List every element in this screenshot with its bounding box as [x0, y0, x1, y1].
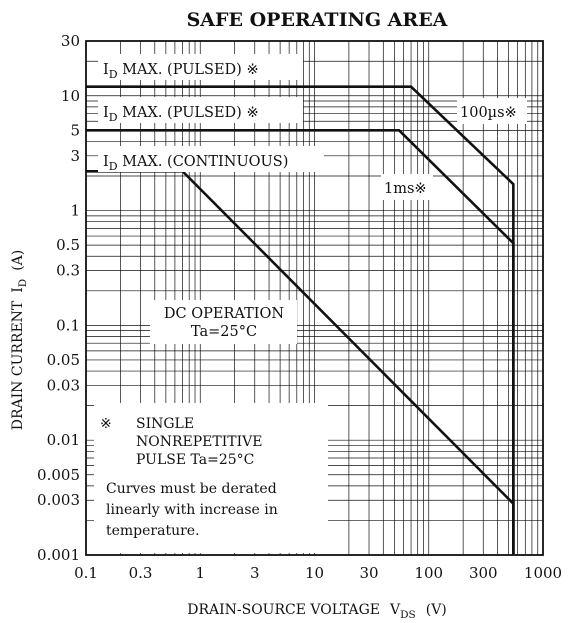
y-tick-label: 0.5 — [56, 236, 80, 254]
plot-frame — [85, 40, 544, 556]
x-tick-label: 3 — [250, 564, 260, 582]
note-single: SINGLE — [136, 416, 194, 432]
note-derate-1: Curves must be derated — [106, 481, 277, 497]
label-dc-temperature: Ta=25°C — [191, 324, 257, 340]
label-bg-pulsed-top — [98, 54, 303, 80]
label-dc-operation: DC OPERATION — [164, 306, 284, 322]
x-tick-label: 1 — [195, 564, 205, 582]
y-tick-label: 1 — [70, 202, 80, 220]
y-tick-label: 0.1 — [56, 316, 80, 334]
y-tick-label: 0.005 — [37, 466, 80, 484]
x-tick-label: 0.3 — [129, 564, 153, 582]
x-tick-label: 30 — [359, 564, 378, 582]
note-pulse: PULSE Ta=25°C — [136, 452, 254, 468]
y-tick-label: 0.01 — [47, 431, 80, 449]
label-id-max-continuous: ID MAX. (CONTINUOUS) — [103, 154, 288, 173]
note-bg — [94, 403, 328, 553]
chart-title: SAFE OPERATING AREA — [187, 9, 448, 31]
label-id-max-pulsed-mid: ID MAX. (PULSED) ※ — [103, 105, 259, 124]
note-nonrepetitive: NONREPETITIVE — [136, 434, 262, 450]
label-id-max-pulsed-top: ID MAX. (PULSED) ※ — [103, 62, 259, 81]
y-tick-label: 0.03 — [47, 376, 80, 394]
y-tick-label: 10 — [61, 87, 80, 105]
y-tick-label: 0.05 — [47, 351, 80, 369]
note-derate-3: temperature. — [106, 523, 200, 539]
series-line-1 — [86, 129, 515, 555]
label-bg-100us — [457, 98, 527, 124]
label-bg-continuous — [98, 146, 324, 172]
y-tick-label: 5 — [70, 121, 80, 139]
tick-labels: 0.1 0.3 1 3 10 30 100 300 100030105310.50.30.10.… — [37, 32, 562, 582]
x-tick-label: 100 — [414, 564, 443, 582]
label-backgrounds — [94, 54, 527, 553]
x-tick-label: 1000 — [524, 564, 562, 582]
x-axis-label: DRAIN-SOURCE VOLTAGE VDS (V) — [187, 602, 447, 621]
label-100us: 100µs※ — [460, 105, 517, 121]
y-axis-label: DRAIN CURRENTID(A) — [10, 250, 29, 431]
y-tick-label: 0.3 — [56, 262, 80, 280]
label-1ms: 1ms※ — [384, 181, 427, 197]
label-bg-pulsed-mid — [98, 97, 303, 123]
label-bg-1ms — [381, 174, 433, 200]
x-tick-label: 0.1 — [74, 564, 98, 582]
x-tick-label: 10 — [305, 564, 324, 582]
label-bg-dc — [150, 300, 297, 344]
note-derate-2: linearly with increase in — [106, 502, 278, 518]
y-tick-label: 30 — [61, 32, 80, 50]
y-tick-label: 3 — [70, 147, 80, 165]
note-mark: ※ — [100, 416, 112, 432]
y-tick-label: 0.001 — [37, 546, 80, 564]
y-tick-label: 0.003 — [37, 491, 80, 509]
x-tick-label: 300 — [469, 564, 498, 582]
